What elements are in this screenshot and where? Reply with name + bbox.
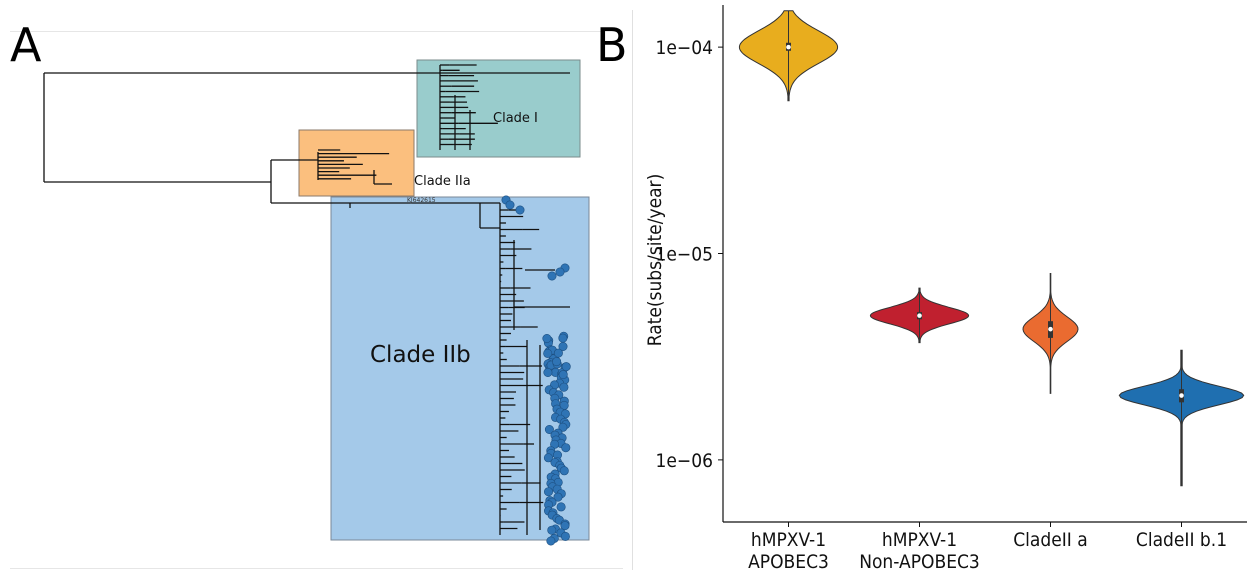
y-tick-label: 1e−05 — [656, 244, 713, 266]
tip-dot — [552, 357, 562, 367]
tip-dot — [558, 333, 568, 343]
tip-dot — [547, 271, 557, 281]
panel-divider — [632, 10, 633, 570]
clade-iib-label: Clade IIb — [370, 342, 471, 368]
tip-dot — [544, 424, 554, 434]
tip-dot — [560, 521, 570, 531]
clade-i-box — [416, 59, 581, 158]
tip-dot — [543, 367, 553, 377]
x-tick-labels: hMPXV-1APOBEC3hMPXV-1Non-APOBEC3CladeII … — [748, 522, 1227, 573]
y-axis-label: Rate(subs/site/year) — [644, 174, 666, 347]
tip-dot — [543, 487, 553, 497]
y-tick-label: 1e−04 — [656, 37, 713, 59]
y-tick-label: 1e−06 — [656, 450, 713, 472]
tree-tip-dots — [501, 195, 571, 546]
panel-letter-b: B — [596, 18, 628, 72]
clade-iia-label: Clade IIa — [414, 174, 471, 189]
x-tick-label: CladeII b.1 — [1136, 529, 1227, 551]
x-tick-label: Non-APOBEC3 — [859, 551, 980, 573]
x-tick-label: CladeII a — [1013, 529, 1088, 551]
violin-series — [738, 10, 1245, 487]
tip-dot — [543, 348, 553, 358]
clade-iia-box — [298, 129, 415, 197]
top-rule — [10, 31, 623, 32]
violin-median — [1048, 326, 1053, 332]
tip-dot — [515, 205, 525, 215]
bottom-rule — [10, 568, 623, 569]
tip-dot — [547, 525, 557, 535]
tip-dot — [561, 443, 571, 453]
tip-dot — [553, 348, 563, 358]
tip-dot — [542, 333, 552, 343]
tip-dot — [546, 536, 556, 546]
tip-dot — [558, 370, 568, 380]
tip-dot — [555, 267, 565, 277]
tip-label-kj642615: KJ642615 — [407, 197, 436, 204]
tip-dot — [558, 341, 568, 351]
tip-dot — [543, 453, 553, 463]
violin-median — [917, 313, 922, 318]
tip-dot — [505, 200, 515, 210]
x-tick-label: hMPXV-1 — [751, 529, 826, 551]
chart-axes — [722, 5, 1247, 523]
phylogenetic-tree: Clade I Clade IIa Clade IIb KJ642615 — [43, 59, 590, 546]
x-tick-label: APOBEC3 — [748, 551, 829, 573]
tip-dot — [559, 466, 569, 476]
tip-dot — [560, 531, 570, 541]
violin-median — [786, 44, 791, 50]
y-tick-labels: 1e−04 1e−05 1e−06 — [656, 37, 723, 472]
tip-dot — [556, 502, 566, 512]
x-tick-label: hMPXV-1 — [882, 529, 957, 551]
clade-i-label: Clade I — [493, 111, 538, 126]
panel-letter-a: A — [10, 18, 42, 72]
tip-dot — [558, 422, 568, 432]
tree-branches — [43, 64, 570, 535]
violin-median — [1179, 393, 1184, 398]
tip-dot — [559, 382, 569, 392]
tip-dot — [553, 492, 563, 502]
tip-dot — [561, 362, 571, 372]
